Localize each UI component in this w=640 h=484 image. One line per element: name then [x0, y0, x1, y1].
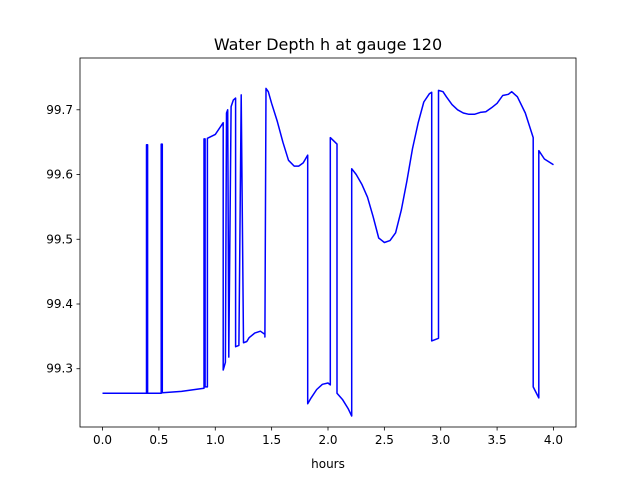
x-tick-label: 2.5 [375, 433, 394, 447]
x-tick-label: 0.0 [93, 433, 112, 447]
x-tick-label: 3.5 [488, 433, 507, 447]
plot-area: 0.0 0.5 1.0 1.5 2.0 2.5 3.0 3.5 4.0 99.3 99.4 99.5 9… [46, 57, 577, 447]
x-tick-label: 3.0 [431, 433, 450, 447]
y-tick-label: 99.6 [46, 168, 73, 182]
x-axis-label: hours [311, 457, 345, 471]
y-tick-label: 99.5 [46, 232, 73, 246]
y-tick-label: 99.7 [46, 103, 73, 117]
y-tick-label: 99.3 [46, 362, 73, 376]
x-tick-label: 1.5 [262, 433, 281, 447]
x-tick-label: 4.0 [544, 433, 563, 447]
x-tick-label: 0.5 [149, 433, 168, 447]
series-line-1 [102, 87, 554, 417]
x-tick-label: 1.0 [206, 433, 225, 447]
y-tick-label: 99.4 [46, 297, 73, 311]
chart-title: Water Depth h at gauge 120 [214, 35, 442, 54]
x-tick-label: 2.0 [318, 433, 337, 447]
